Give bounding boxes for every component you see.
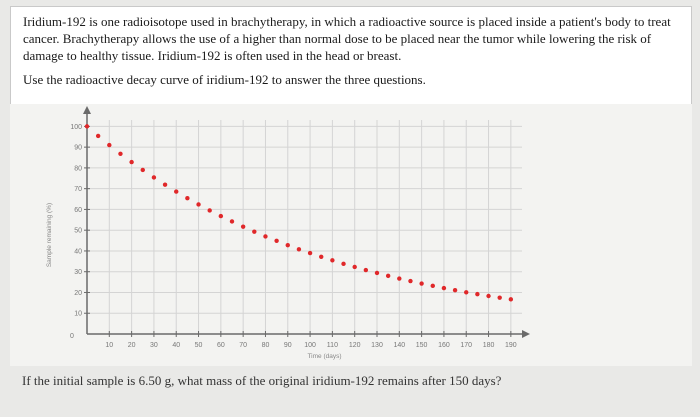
data-point	[330, 258, 335, 263]
data-point	[129, 159, 134, 165]
x-tick-label: 110	[327, 342, 338, 349]
data-point	[185, 196, 190, 201]
x-tick-label: 40	[172, 342, 180, 349]
x-tick-label: 90	[284, 342, 292, 349]
data-point	[263, 234, 268, 239]
data-point	[430, 283, 435, 289]
x-tick-label: 180	[483, 342, 495, 349]
instruction-text: Use the radioactive decay curve of iridi…	[23, 72, 426, 87]
data-point	[95, 133, 101, 139]
question-text: If the initial sample is 6.50 g, what ma…	[22, 373, 502, 388]
y-axis-label: Sample remaining (%)	[46, 203, 53, 267]
data-point	[118, 151, 123, 156]
data-point	[508, 297, 514, 302]
data-point	[307, 250, 313, 256]
y-tick-label: 20	[74, 290, 82, 297]
y-tick-label: 10	[74, 311, 82, 318]
x-tick-label: 70	[239, 342, 247, 349]
data-point	[408, 278, 413, 284]
x-tick-label: 50	[195, 342, 203, 349]
data-point	[207, 208, 212, 213]
x-axis-label: Time (days)	[307, 353, 341, 360]
x-tick-label: 160	[438, 342, 450, 349]
data-point	[397, 276, 402, 281]
y-tick-label: 90	[74, 145, 82, 152]
y-tick-label: 40	[74, 248, 82, 255]
x-tick-label: 140	[393, 342, 405, 349]
data-point	[352, 264, 357, 270]
x-tick-label: 30	[150, 342, 158, 349]
data-point	[174, 189, 179, 194]
x-tick-label: 20	[128, 342, 136, 349]
data-point	[374, 270, 380, 276]
data-point	[486, 293, 491, 299]
data-point	[229, 219, 235, 224]
data-point	[475, 291, 480, 297]
data-point	[84, 124, 90, 129]
y-axis-arrow	[83, 106, 91, 114]
data-point	[363, 267, 369, 273]
x-tick-label: 120	[349, 342, 361, 349]
x-tick-label: 130	[371, 342, 383, 349]
y-tick-label: 80	[74, 165, 82, 172]
data-point	[319, 254, 324, 259]
decay-chart: 10 20 30 40 50 60 70 80 90 100 110 120 130 140 150 160 1…	[10, 104, 692, 366]
origin-label: 0	[70, 333, 74, 340]
data-point	[341, 261, 346, 267]
data-point	[140, 167, 145, 173]
x-tick-label: 60	[217, 342, 225, 349]
x-tick-label: 100	[304, 342, 316, 349]
x-axis-arrow	[522, 330, 530, 338]
intro-text: Iridium-192 is one radioisotope used in …	[23, 14, 671, 63]
data-point	[274, 238, 279, 243]
data-point	[497, 295, 502, 300]
data-point	[419, 281, 424, 286]
y-tick-label: 100	[70, 124, 82, 131]
data-point	[240, 224, 246, 229]
x-tick-label: 190	[505, 342, 517, 349]
data-point	[151, 175, 157, 180]
data-point	[196, 202, 201, 207]
data-point	[452, 287, 458, 293]
x-tick-label: 150	[416, 342, 428, 349]
decay-chart-svg: 10 20 30 40 50 60 70 80 90 100 110 120 130 140 150 160 1…	[46, 106, 530, 360]
data-point	[296, 247, 302, 252]
question-card: Iridium-192 is one radioisotope used in …	[10, 6, 692, 106]
y-tick-label: 50	[74, 228, 82, 235]
x-tick-label: 10	[105, 342, 113, 349]
x-tick-label: 80	[262, 342, 270, 349]
data-point	[441, 285, 447, 291]
data-point	[285, 242, 290, 248]
data-point	[162, 182, 168, 187]
data-point	[464, 290, 469, 295]
y-tick-label: 60	[74, 207, 82, 214]
y-tick-label: 30	[74, 269, 82, 276]
data-point	[252, 229, 257, 234]
data-point	[218, 213, 224, 219]
x-tick-label: 170	[460, 342, 472, 349]
data-point	[385, 273, 391, 279]
y-tick-label: 70	[74, 186, 82, 193]
data-point	[107, 142, 112, 148]
